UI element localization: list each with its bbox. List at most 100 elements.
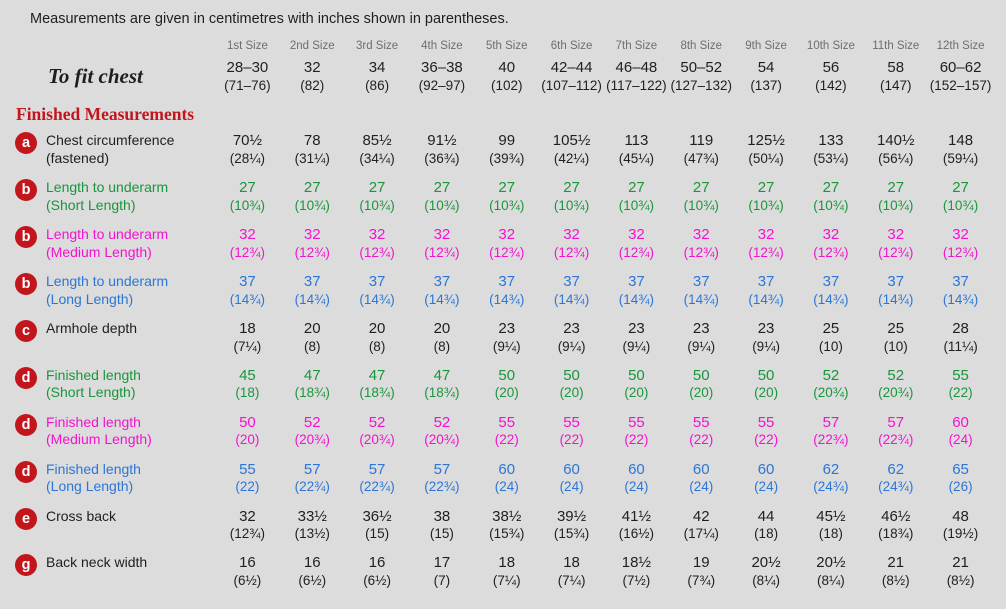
value-cell: 32 (12¾) <box>605 225 668 261</box>
value-cell: 105½ (42¼) <box>540 131 603 167</box>
value-inch: (14¾) <box>424 291 460 307</box>
value-cell: 27 (10¾) <box>864 178 927 214</box>
value-cm: 44 <box>757 507 775 525</box>
value-cm: 47 <box>368 366 386 384</box>
value-cm: 50 <box>563 366 580 384</box>
value-cm: 55 <box>628 413 645 431</box>
measurement-row: b Length to underarm (Medium Length) 32 (12¾… <box>8 225 992 261</box>
value-inch: (9¼) <box>492 338 521 354</box>
value-cm: 32 <box>952 226 969 243</box>
value-inch: (19½) <box>942 526 979 541</box>
value-cell: 16 (6½) <box>216 553 279 589</box>
value-cell: 27 (10¾) <box>929 178 992 214</box>
value-inch: (22) <box>235 479 260 494</box>
value-cm: 85½ <box>362 132 392 149</box>
value-cm: 18 <box>239 320 256 337</box>
to-fit-inch: (86) <box>365 78 390 93</box>
value-cell: 20 (8) <box>281 319 344 355</box>
value-inch: (18¾) <box>424 385 460 400</box>
size-header-11: 11th Size <box>872 40 920 52</box>
value-inch: (8) <box>368 338 386 354</box>
value-cell: 57 (22¾) <box>346 460 409 496</box>
value-cell: 60 (24) <box>929 413 992 449</box>
to-fit-cell: 60–62 (152–157) <box>929 58 992 95</box>
value-cell: 99 (39¾) <box>475 131 538 167</box>
value-inch: (36¾) <box>424 150 460 166</box>
value-cm: 32 <box>887 226 905 243</box>
row-sublabel: (Medium Length) <box>46 431 152 447</box>
value-cm: 27 <box>239 179 256 196</box>
size-header-4: 4th Size <box>421 40 463 52</box>
to-fit-chest-row: To fit chest 28–30 (71–76) 32 (82) 34 (86) 36–… <box>8 58 992 95</box>
value-inch: (10¾) <box>878 197 914 213</box>
size-header-10: 10th Size <box>806 40 855 52</box>
row-label: Cross back <box>46 507 117 524</box>
size-header-5: 5th Size <box>485 40 528 52</box>
value-cm: 47 <box>433 366 451 384</box>
value-cm: 27 <box>498 179 516 196</box>
value-cm: 33½ <box>297 507 327 525</box>
value-cell: 23 (9¼) <box>670 319 733 355</box>
value-cm: 21 <box>952 554 969 571</box>
value-cm: 19 <box>692 554 710 571</box>
value-inch: (8¼) <box>752 572 780 588</box>
value-cell: 50 (20) <box>605 366 668 402</box>
value-cell: 57 (22¾) <box>864 413 927 449</box>
value-cell: 91½ (36¾) <box>410 131 473 167</box>
value-cell: 32 (12¾) <box>864 225 927 261</box>
value-inch: (8½) <box>881 572 910 588</box>
value-inch: (9¼) <box>622 338 651 354</box>
value-inch: (12¾) <box>359 244 395 260</box>
value-cell: 45½ (18) <box>799 507 862 543</box>
row-label-cell: Finished length (Short Length) <box>46 366 214 402</box>
value-inch: (47¾) <box>683 150 719 166</box>
value-cm: 32 <box>822 226 840 243</box>
value-cm: 78 <box>303 132 321 149</box>
value-inch: (13½) <box>294 526 330 541</box>
value-cm: 60 <box>757 460 775 478</box>
value-inch: (24) <box>754 479 779 494</box>
value-inch: (22) <box>948 385 973 400</box>
value-cm: 18 <box>563 554 580 571</box>
value-cell: 37 (14¾) <box>281 272 344 308</box>
row-badge-cell: d <box>8 413 44 436</box>
value-cell: 45 (18) <box>216 366 279 402</box>
value-inch: (22) <box>689 432 714 447</box>
value-inch: (18) <box>235 385 260 400</box>
value-inch: (17¼) <box>683 526 719 541</box>
value-cm: 37 <box>757 273 775 290</box>
value-cell: 57 (22¾) <box>799 413 862 449</box>
value-inch: (24) <box>689 479 714 494</box>
value-inch: (8¼) <box>817 572 845 588</box>
value-inch: (12¾) <box>424 244 460 260</box>
size-header-7: 7th Size <box>615 40 658 52</box>
row-label: Finished length <box>46 460 141 477</box>
value-inch: (10¾) <box>489 197 525 213</box>
value-cell: 62 (24¾) <box>799 460 862 496</box>
value-cm: 37 <box>822 273 840 290</box>
measurement-table: Measurements are given in centimetres wi… <box>8 11 992 589</box>
to-fit-cm: 58 <box>887 59 905 76</box>
row-label: Length to underarm <box>46 226 169 242</box>
value-cell: 37 (14¾) <box>216 272 279 308</box>
value-cm: 32 <box>303 226 321 243</box>
to-fit-cell: 54 (137) <box>735 58 798 95</box>
value-inch: (10¾) <box>748 197 784 213</box>
value-cell: 18 (7¼) <box>475 553 538 589</box>
value-cell: 50 (20) <box>216 413 279 449</box>
value-cell: 52 (20¾) <box>346 413 409 449</box>
value-inch: (12¾) <box>229 526 266 541</box>
value-cm: 42 <box>692 507 710 525</box>
value-cell: 32 (12¾) <box>540 225 603 261</box>
value-inch: (7) <box>433 572 451 588</box>
value-cm: 52 <box>887 366 905 384</box>
to-fit-cm: 50–52 <box>680 59 723 76</box>
value-cell: 32 (12¾) <box>735 225 798 261</box>
value-cell: 37 (14¾) <box>540 272 603 308</box>
measurement-row: b Length to underarm (Short Length) 27 (10¾)… <box>8 178 992 214</box>
value-cm: 133 <box>818 132 844 149</box>
value-cm: 25 <box>887 320 905 337</box>
value-cm: 62 <box>887 460 905 478</box>
value-cm: 37 <box>887 273 905 290</box>
value-cell: 119 (47¾) <box>670 131 733 167</box>
